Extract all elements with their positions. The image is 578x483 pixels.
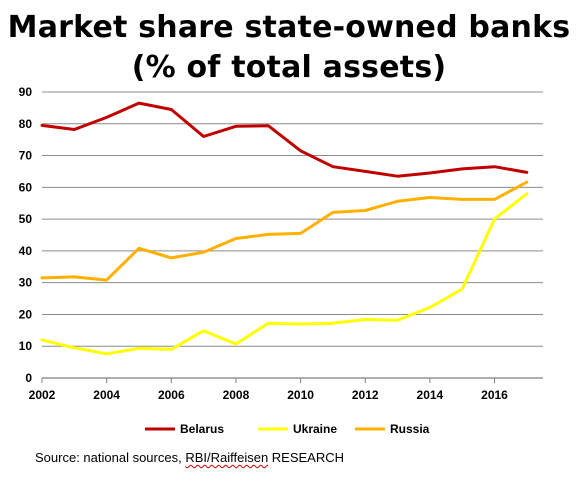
series-line-russia: [40, 180, 529, 282]
source-note: Source: national sources, RBI/Raiffeisen…: [35, 450, 344, 465]
y-tick-label: 50: [19, 212, 33, 226]
x-tick-label: 2012: [352, 388, 379, 402]
y-tick-label: 60: [19, 180, 33, 194]
y-tick-label: 10: [19, 339, 33, 353]
x-tick-label: 2008: [223, 388, 250, 402]
y-tick-label: 0: [25, 371, 32, 385]
gridlines: [42, 91, 543, 347]
x-tick-label: 2016: [481, 388, 508, 402]
axes: [41, 377, 543, 383]
y-tick-labels: 0 10 20 30 40 50 60 70 80 90: [19, 85, 33, 385]
source-prefix: Source: national sources,: [35, 450, 186, 465]
legend: Belarus Ukraine Russia: [145, 422, 430, 436]
y-tick-label: 40: [19, 244, 33, 258]
chart-title-line2: (% of total assets): [131, 50, 447, 85]
legend-label-ukraine: Ukraine: [293, 422, 337, 436]
y-tick-label: 20: [19, 307, 33, 321]
x-tick-labels: 2002 2004 2006 2008 2010 2012 2014 2016: [29, 388, 509, 402]
x-tick-label: 2010: [287, 388, 314, 402]
y-tick-label: 80: [19, 117, 33, 131]
y-tick-label: 70: [19, 149, 33, 163]
y-tick-label: 30: [19, 276, 33, 290]
x-tick-label: 2002: [29, 388, 56, 402]
series-lines: [40, 101, 529, 356]
y-tick-label: 90: [19, 85, 33, 99]
series-line-ukraine: [40, 192, 529, 356]
source-squiggle: RBI/Raiffeisen: [185, 450, 269, 465]
legend-label-russia: Russia: [390, 422, 430, 436]
chart-title-line1: Market share state-owned banks: [7, 10, 571, 45]
x-tick-label: 2004: [93, 388, 120, 402]
series-line-belarus: [40, 101, 529, 178]
x-tick-label: 2014: [417, 388, 444, 402]
x-tick-label: 2006: [158, 388, 185, 402]
legend-label-belarus: Belarus: [180, 422, 224, 436]
source-suffix: RESEARCH: [268, 450, 345, 465]
